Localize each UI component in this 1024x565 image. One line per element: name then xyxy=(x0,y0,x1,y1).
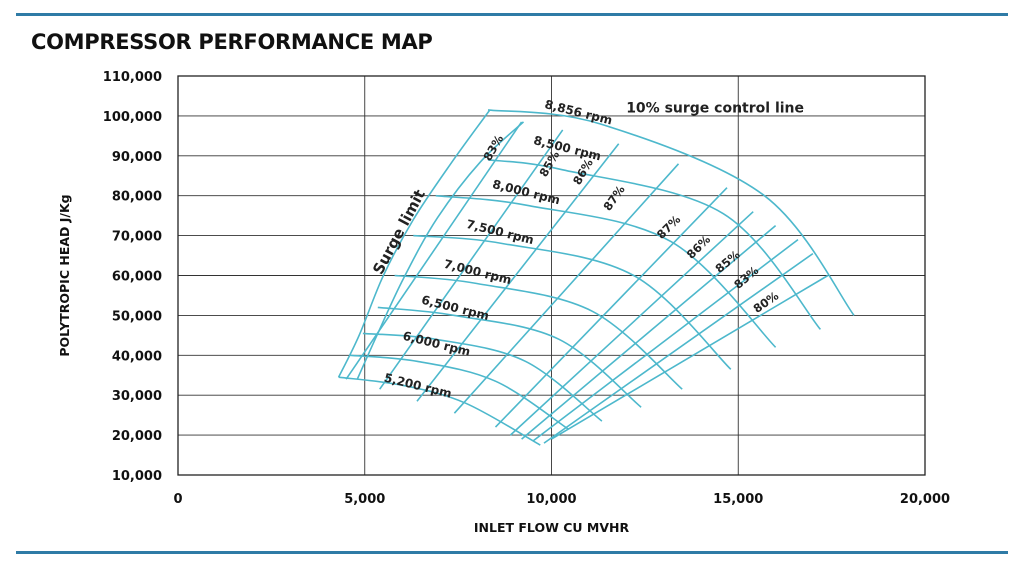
speed-line xyxy=(413,234,732,370)
speed-line xyxy=(394,274,683,390)
chart-title: COMPRESSOR PERFORMANCE MAP xyxy=(31,30,433,54)
bottom-rule xyxy=(16,551,1008,554)
speed-label: 7,000 rpm xyxy=(442,257,512,287)
y-tick-label: 110,000 xyxy=(103,70,162,85)
grid xyxy=(178,76,925,475)
surge-limit-line xyxy=(337,109,491,378)
efficiency-line xyxy=(453,163,680,414)
speed-label: 6,000 rpm xyxy=(401,329,471,359)
efficiency-label: 86% xyxy=(684,232,714,262)
speed-line xyxy=(487,109,855,316)
efficiency-line xyxy=(379,129,564,390)
efficiency-line xyxy=(494,187,728,428)
surge-limit-label: Surge limit xyxy=(369,187,429,278)
y-axis-label: POLYTROPIC HEAD J/Kg xyxy=(57,194,72,356)
efficiency-line xyxy=(345,121,523,380)
y-tick-label: 20,000 xyxy=(112,429,162,444)
x-tick-label: 5,000 xyxy=(344,492,385,507)
x-tick-label: 10,000 xyxy=(526,492,576,507)
speed-label: 8,856 rpm xyxy=(543,97,613,127)
speed-line xyxy=(338,376,541,446)
speed-line xyxy=(349,354,569,430)
speed-line xyxy=(362,332,603,422)
y-tick-label: 50,000 xyxy=(112,309,162,324)
x-tick-label: 15,000 xyxy=(713,492,763,507)
y-tick-label: 80,000 xyxy=(112,190,162,205)
y-tick-label: 70,000 xyxy=(112,230,162,245)
curves xyxy=(337,109,855,446)
efficiency-line xyxy=(521,224,777,440)
x-tick-label: 0 xyxy=(173,492,182,507)
speed-line xyxy=(435,194,777,348)
speed-label: 6,500 rpm xyxy=(420,293,490,323)
x-tick-label: 20,000 xyxy=(900,492,950,507)
y-tick-label: 40,000 xyxy=(112,349,162,364)
surge-control-line xyxy=(356,121,525,380)
surge-control-label: 10% surge control line xyxy=(626,101,804,117)
efficiency-label: 83% xyxy=(480,132,506,163)
efficiency-line xyxy=(416,143,620,402)
speed-label: 5,200 rpm xyxy=(383,371,453,401)
efficiency-line xyxy=(532,238,799,442)
x-tick-labels: 0 5,000 10,000 15,000 20,000 xyxy=(173,492,950,507)
top-rule xyxy=(16,13,1008,16)
efficiency-label: 83% xyxy=(731,263,761,292)
y-tick-label: 60,000 xyxy=(112,270,162,285)
y-tick-label: 30,000 xyxy=(112,389,162,404)
plot-frame xyxy=(177,75,926,476)
y-tick-label: 100,000 xyxy=(103,110,162,125)
efficiency-label: 87% xyxy=(600,182,628,213)
y-tick-labels: 10,000 20,000 30,000 40,000 50,000 60,000 70,0… xyxy=(103,70,162,484)
efficiency-line xyxy=(543,252,814,444)
y-tick-label: 10,000 xyxy=(112,469,162,484)
speed-line xyxy=(487,159,822,330)
x-axis-label: INLET FLOW CU MVHR xyxy=(474,520,630,535)
y-tick-label: 90,000 xyxy=(112,150,162,165)
efficiency-line xyxy=(509,211,754,436)
efficiency-line xyxy=(551,274,829,440)
speed-line xyxy=(377,306,642,408)
